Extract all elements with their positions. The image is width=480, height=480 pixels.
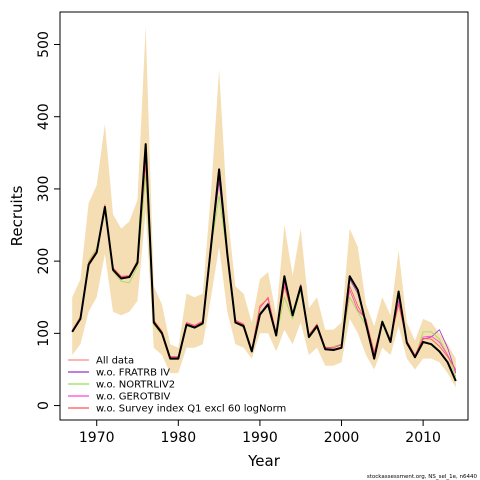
y-tick-label: 500 (36, 31, 52, 58)
legend-label: w.o. GEROTBIV (96, 392, 171, 403)
x-tick-label: 1970 (79, 430, 115, 446)
y-axis-title: Recruits (8, 185, 26, 246)
x-tick-label: 2000 (324, 430, 360, 446)
legend-label: w.o. FRATRB IV (96, 368, 170, 379)
y-tick-label: 0 (36, 401, 52, 410)
confidence-band (72, 26, 456, 388)
legend-label: All data (96, 356, 134, 367)
y-tick-label: 300 (36, 176, 52, 203)
y-tick-label: 200 (36, 248, 52, 275)
x-tick-label: 1990 (242, 430, 278, 446)
x-axis-title: Year (247, 452, 281, 470)
caption-text: stockassessment.org, NS_sel_1e, n6440 (367, 474, 478, 480)
series-line-all-data (71, 143, 457, 382)
x-tick-label: 2010 (405, 430, 441, 446)
legend-label: w.o. NORTRLIV2 (96, 380, 175, 391)
legend-label: w.o. Survey index Q1 excl 60 logNorm (96, 404, 286, 415)
x-tick-label: 1980 (160, 430, 196, 446)
y-tick-label: 400 (36, 103, 52, 130)
y-tick-label: 100 (36, 320, 52, 347)
